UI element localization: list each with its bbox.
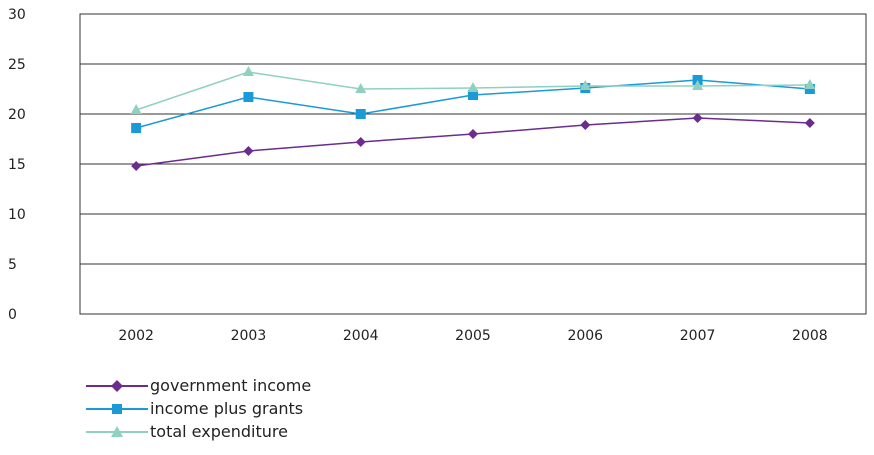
x-tick-label: 2007: [680, 328, 716, 344]
y-tick-label: 5: [8, 257, 17, 273]
y-tick-label: 15: [8, 157, 26, 173]
x-tick-label: 2005: [455, 328, 491, 344]
data-point: [243, 92, 254, 102]
data-point: [131, 123, 142, 133]
legend-swatch-triangle-icon: [86, 425, 148, 437]
data-point: [130, 104, 142, 114]
legend-swatch-square-icon: [86, 403, 148, 414]
data-point: [242, 66, 254, 76]
x-axis-ticks: 2002 2003 2004 2005 2006 2007 2008: [118, 328, 827, 344]
y-tick-label: 10: [8, 207, 26, 223]
data-point: [804, 118, 815, 128]
data-point: [580, 120, 591, 130]
x-tick-label: 2006: [567, 328, 603, 344]
data-point: [355, 137, 366, 147]
data-point: [468, 129, 478, 139]
data-point: [131, 161, 142, 171]
data-point: [355, 109, 366, 119]
data-point: [243, 146, 254, 156]
legend-item-income-plus-grants: income plus grants: [86, 397, 311, 420]
legend-label: government income: [150, 376, 312, 395]
series-government-income: [131, 113, 815, 171]
data-point: [355, 83, 367, 93]
data-point: [692, 113, 703, 123]
data-point: [804, 79, 816, 89]
legend-label: total expenditure: [150, 422, 288, 441]
series-group: [130, 66, 816, 171]
y-tick-label: 30: [8, 7, 26, 23]
y-axis-ticks: 0 5 10 15 20 25 30: [8, 7, 26, 323]
y-tick-label: 25: [8, 57, 26, 73]
legend-swatch-diamond-icon: [86, 379, 148, 392]
legend: government income income plus grants tot…: [86, 374, 311, 443]
data-point: [692, 80, 704, 90]
y-tick-label: 20: [8, 107, 26, 123]
gridlines: [79, 13, 867, 315]
y-tick-label: 0: [8, 307, 17, 323]
x-tick-label: 2008: [792, 328, 828, 344]
legend-item-total-expenditure: total expenditure: [86, 420, 311, 443]
x-tick-label: 2002: [118, 328, 154, 344]
x-tick-label: 2004: [343, 328, 379, 344]
x-tick-label: 2003: [231, 328, 267, 344]
legend-label: income plus grants: [150, 399, 304, 418]
data-point: [468, 90, 478, 100]
legend-item-government-income: government income: [86, 374, 311, 397]
data-point: [467, 82, 479, 92]
data-point: [579, 80, 591, 90]
series-total-expenditure: [130, 66, 816, 114]
series-line: [136, 117, 810, 167]
